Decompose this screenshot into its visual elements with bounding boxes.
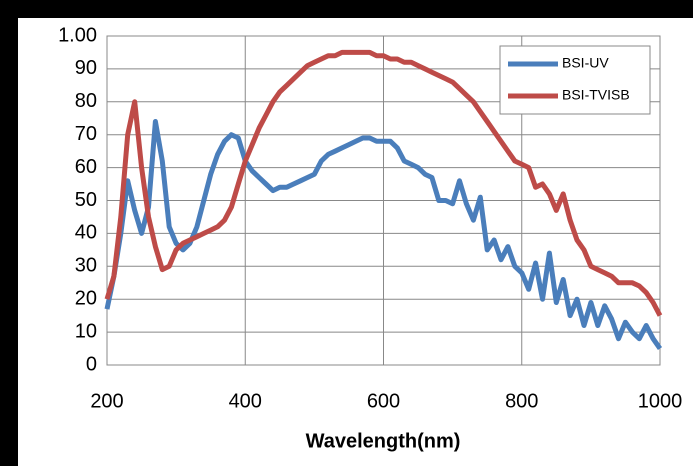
legend-label: BSI-UV: [562, 55, 609, 71]
series-line: [104, 49, 663, 317]
x-tick-label: 1000: [638, 390, 683, 412]
y-tick-label: 10: [75, 320, 97, 342]
y-tick-label: 0: [86, 353, 97, 375]
x-tick-label: 200: [90, 390, 123, 412]
y-tick-label: 40: [75, 222, 97, 244]
legend-label: BSI-TVISB: [562, 87, 630, 103]
series-line: [104, 119, 663, 351]
y-tick-label: 1.00: [58, 24, 97, 46]
y-tick-label: 80: [75, 90, 97, 112]
x-tick-label: 400: [229, 390, 262, 412]
x-axis-label: Wavelength(nm): [306, 430, 461, 452]
y-tick-label: 30: [75, 255, 97, 277]
x-tick-label: 800: [505, 390, 538, 412]
y-tick-label: 70: [75, 123, 97, 145]
legend-box: [499, 45, 651, 115]
y-tick-label: 60: [75, 156, 97, 178]
y-tick-label: 50: [75, 189, 97, 211]
x-tick-label: 600: [367, 390, 400, 412]
y-tick-label: 90: [75, 57, 97, 79]
y-tick-label: 20: [75, 287, 97, 309]
